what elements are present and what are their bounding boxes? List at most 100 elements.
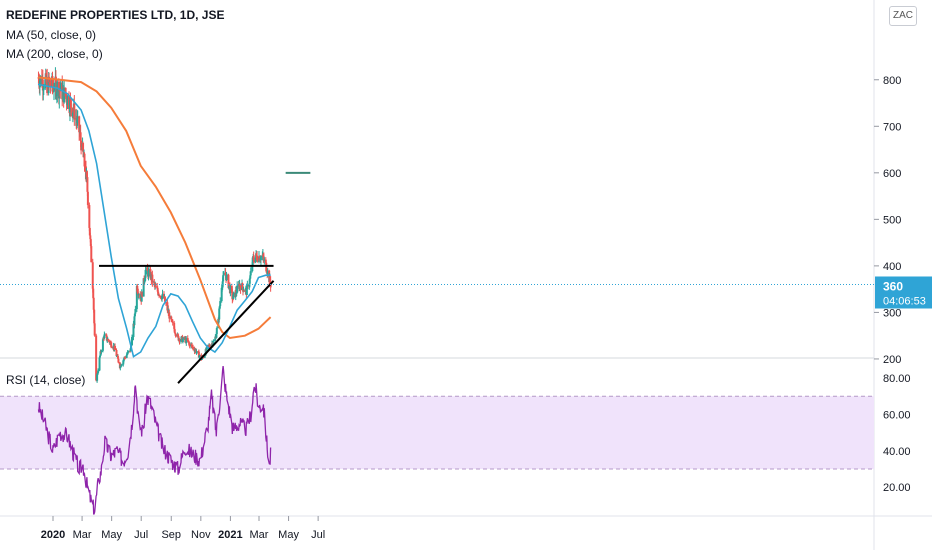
candle-body xyxy=(249,275,252,279)
candle-body xyxy=(219,301,222,307)
candle-body xyxy=(51,76,54,86)
candle-body xyxy=(251,257,254,267)
candle-body xyxy=(90,246,93,263)
candle-body xyxy=(86,177,89,192)
candle-body xyxy=(95,335,98,381)
candle-body xyxy=(191,345,194,347)
candle-body xyxy=(93,323,96,336)
candle-body xyxy=(245,285,248,296)
candle-body xyxy=(144,269,147,278)
candle-body xyxy=(242,290,245,292)
candle-body xyxy=(115,350,118,357)
candle-body xyxy=(125,354,128,358)
candle-body xyxy=(241,283,244,288)
candle-body xyxy=(79,132,82,141)
candle-body xyxy=(178,338,181,342)
price-tick-label: 600 xyxy=(883,168,901,180)
price-badge-value: 360 xyxy=(883,279,903,293)
time-tick-label: Nov xyxy=(191,529,211,541)
candle-body xyxy=(177,334,180,337)
candle-body xyxy=(263,259,266,261)
candle-body xyxy=(80,140,83,151)
price-tick-label: 700 xyxy=(883,121,901,133)
support-trendline-line[interactable] xyxy=(177,280,275,384)
candle-body xyxy=(205,347,208,352)
candle-body xyxy=(97,370,100,374)
candle-body xyxy=(103,334,106,339)
price-badge[interactable] xyxy=(875,276,932,309)
candle-body xyxy=(141,292,144,297)
candle-body xyxy=(173,322,176,329)
candle-body xyxy=(96,374,99,381)
candle-body xyxy=(59,82,62,91)
rsi-legend[interactable]: RSI (14, close) xyxy=(6,373,86,387)
rsi-tick-label: 40.00 xyxy=(883,446,911,458)
ma200-line[interactable] xyxy=(37,76,272,340)
candle-body xyxy=(48,76,51,83)
rsi-line[interactable] xyxy=(37,366,272,515)
ma50-legend[interactable]: MA (50, close, 0) xyxy=(6,28,97,42)
rsi-tick-label: 20.00 xyxy=(883,482,911,494)
candle-body xyxy=(161,293,164,297)
time-tick-label: Jul xyxy=(134,529,148,541)
currency-badge[interactable]: ZAC xyxy=(889,6,917,26)
candle-body xyxy=(147,269,150,271)
candle-body xyxy=(98,357,101,371)
candle-body xyxy=(248,278,251,284)
candle-body xyxy=(88,227,91,236)
candle-body xyxy=(253,260,256,263)
candle-body xyxy=(179,339,182,342)
candle-body xyxy=(156,288,159,292)
candle-body xyxy=(63,87,66,103)
candle-body xyxy=(135,285,138,310)
price-tick-label: 200 xyxy=(883,354,901,366)
candle-body xyxy=(132,323,135,338)
candle-body xyxy=(231,299,234,301)
candle-body xyxy=(52,90,55,92)
candle-body xyxy=(82,143,85,152)
candle-body xyxy=(209,346,212,348)
candle-body xyxy=(198,355,201,358)
time-tick-label: May xyxy=(101,529,122,541)
candle-body xyxy=(107,339,110,341)
rsi-tick-label: 80.00 xyxy=(883,373,911,385)
candle-body xyxy=(203,354,206,358)
time-tick-label: Sep xyxy=(161,529,181,541)
candle-body xyxy=(116,355,119,359)
candle-body xyxy=(105,334,108,336)
candle-body xyxy=(69,100,72,109)
price-tick-label: 800 xyxy=(883,75,901,87)
candle-body xyxy=(78,116,81,133)
symbol-title[interactable]: REDEFINE PROPERTIES LTD, 1D, JSE xyxy=(6,8,225,22)
candle-body xyxy=(151,274,154,283)
ma200-legend[interactable]: MA (200, close, 0) xyxy=(6,47,103,61)
candle-body xyxy=(131,337,134,346)
candle-body xyxy=(103,334,106,336)
price-tick-label: 500 xyxy=(883,214,901,226)
candle-body xyxy=(236,285,239,293)
time-tick-label: Jul xyxy=(311,529,325,541)
candle-body xyxy=(239,286,242,291)
candle-body xyxy=(185,338,188,343)
candle-body xyxy=(93,309,96,324)
ma50-line[interactable] xyxy=(37,83,271,358)
candle-body xyxy=(154,285,157,288)
candle-body xyxy=(218,308,221,320)
candle-body xyxy=(249,271,252,276)
candle-body xyxy=(73,103,76,120)
candle-body xyxy=(101,339,104,351)
candle-body xyxy=(212,340,215,344)
candle-body xyxy=(264,259,267,263)
candle-body xyxy=(158,294,161,296)
candle-body xyxy=(133,316,136,326)
candle-body xyxy=(226,274,229,276)
candle-body xyxy=(114,346,117,351)
candle-body xyxy=(124,357,127,359)
candle-body xyxy=(120,364,123,366)
candle-body xyxy=(171,321,174,323)
candle-body xyxy=(222,275,225,282)
candle-body xyxy=(266,270,269,275)
candle-body xyxy=(147,270,150,277)
candle-body xyxy=(110,346,113,348)
